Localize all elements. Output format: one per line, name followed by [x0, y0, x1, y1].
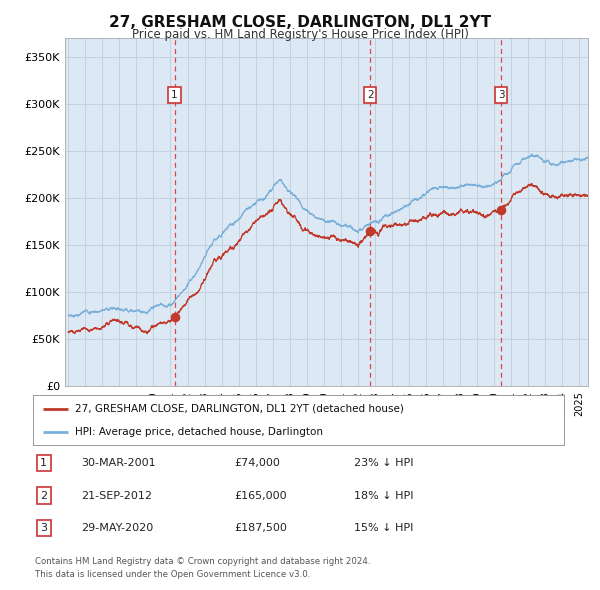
- Text: 23% ↓ HPI: 23% ↓ HPI: [354, 458, 413, 468]
- Point: [365, 227, 375, 236]
- Text: 2: 2: [367, 90, 374, 100]
- Text: 29-MAY-2020: 29-MAY-2020: [81, 523, 153, 533]
- Point: [170, 312, 179, 322]
- Point: [496, 205, 506, 215]
- Text: 30-MAR-2001: 30-MAR-2001: [81, 458, 155, 468]
- Text: 27, GRESHAM CLOSE, DARLINGTON, DL1 2YT: 27, GRESHAM CLOSE, DARLINGTON, DL1 2YT: [109, 15, 491, 30]
- Text: 1: 1: [171, 90, 178, 100]
- Text: £187,500: £187,500: [234, 523, 287, 533]
- Text: 27, GRESHAM CLOSE, DARLINGTON, DL1 2YT (detached house): 27, GRESHAM CLOSE, DARLINGTON, DL1 2YT (…: [76, 404, 404, 414]
- Text: 15% ↓ HPI: 15% ↓ HPI: [354, 523, 413, 533]
- Text: Price paid vs. HM Land Registry's House Price Index (HPI): Price paid vs. HM Land Registry's House …: [131, 28, 469, 41]
- Text: £165,000: £165,000: [234, 491, 287, 500]
- Text: £74,000: £74,000: [234, 458, 280, 468]
- Text: HPI: Average price, detached house, Darlington: HPI: Average price, detached house, Darl…: [76, 427, 323, 437]
- Text: Contains HM Land Registry data © Crown copyright and database right 2024.: Contains HM Land Registry data © Crown c…: [35, 558, 370, 566]
- Text: 1: 1: [40, 458, 47, 468]
- Text: 3: 3: [498, 90, 505, 100]
- Text: 3: 3: [40, 523, 47, 533]
- Text: 2: 2: [40, 491, 47, 500]
- Text: 18% ↓ HPI: 18% ↓ HPI: [354, 491, 413, 500]
- Text: This data is licensed under the Open Government Licence v3.0.: This data is licensed under the Open Gov…: [35, 571, 310, 579]
- Text: 21-SEP-2012: 21-SEP-2012: [81, 491, 152, 500]
